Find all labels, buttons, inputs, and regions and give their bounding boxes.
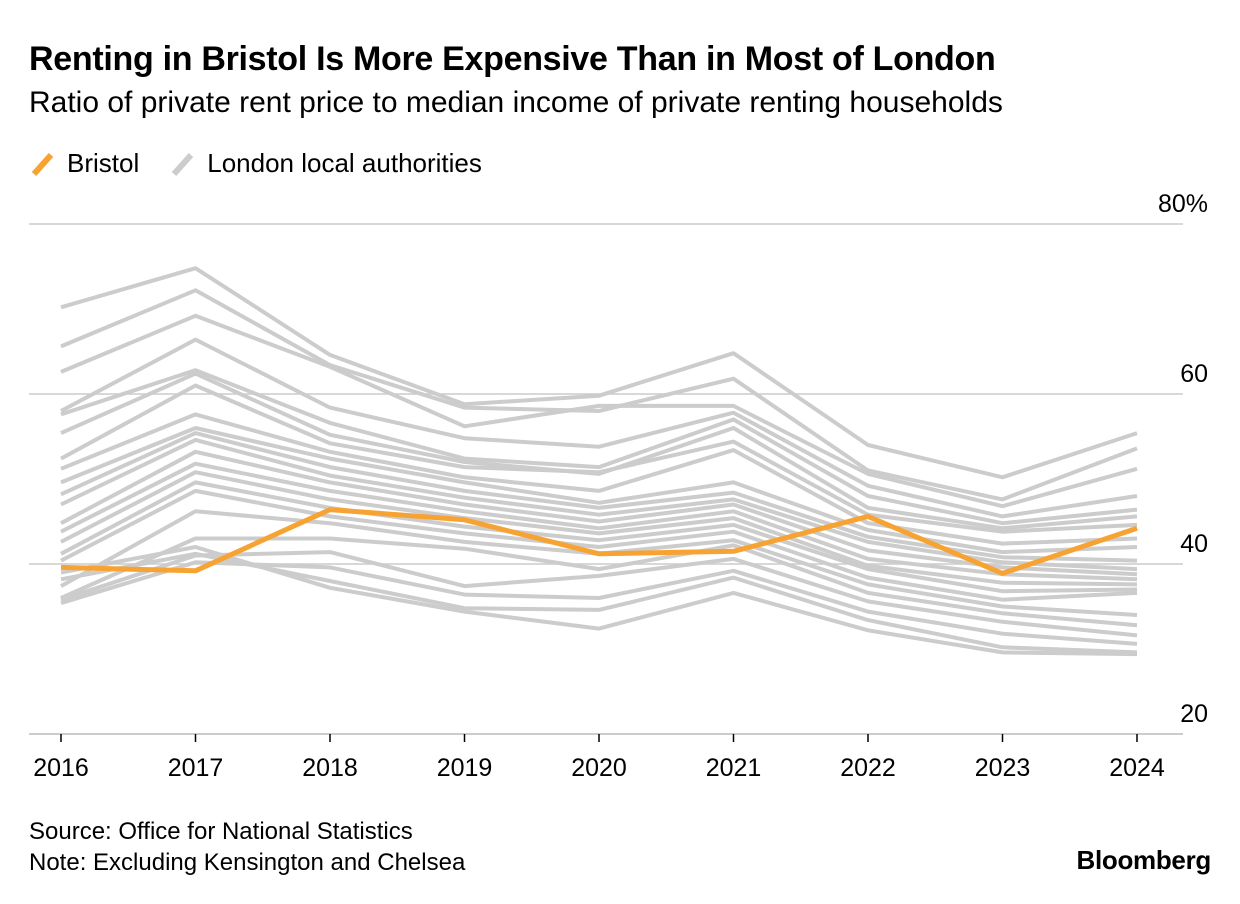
- series-line-london-3: [60, 313, 1138, 509]
- x-tick-label-2024: 2024: [1109, 754, 1165, 782]
- series-line-london-8: [60, 412, 1138, 546]
- series-line-london-5: [60, 368, 1138, 526]
- series-line-london-7: [60, 383, 1138, 534]
- series-line-london-10: [60, 431, 1138, 563]
- source-note: Source: Office for National Statistics: [29, 818, 413, 845]
- y-tick-label-80: 80%: [1158, 190, 1208, 218]
- y-axis-ticks: 20 40 60 80%: [1158, 190, 1208, 728]
- bristol-series-group: [60, 507, 1138, 576]
- x-tick-label-2020: 2020: [571, 754, 627, 782]
- legend-swatch-bristol-icon: [31, 152, 54, 176]
- x-tick-label-2023: 2023: [975, 754, 1031, 782]
- series-line-london-2: [60, 288, 1138, 502]
- y-tick-label-20: 20: [1180, 700, 1208, 728]
- x-tick-label-2018: 2018: [302, 754, 358, 782]
- legend-label-bristol: Bristol: [67, 148, 140, 178]
- x-tick-label-2022: 2022: [840, 754, 896, 782]
- bloomberg-logo: Bloomberg: [1076, 845, 1211, 875]
- exclusion-note: Note: Excluding Kensington and Chelsea: [29, 849, 466, 876]
- series-line-london-19: [60, 550, 1138, 638]
- legend-label-london: London local authorities: [207, 148, 482, 178]
- chart-title: Renting in Bristol Is More Expensive Tha…: [29, 40, 996, 78]
- series-line-london-14: [60, 470, 1138, 587]
- series-line-london-12: [60, 449, 1138, 577]
- series-line-london-21: [60, 551, 1138, 655]
- series-line-london-13: [60, 461, 1138, 582]
- chart-subtitle: Ratio of private rent price to median in…: [29, 86, 1003, 119]
- legend-item-london: London local authorities: [169, 148, 482, 179]
- series-line-london-9: [60, 426, 1138, 555]
- x-tick-label-2017: 2017: [168, 754, 224, 782]
- london-series-group: [60, 266, 1138, 657]
- x-tick-label-2016: 2016: [33, 754, 89, 782]
- series-line-bristol: [60, 507, 1138, 576]
- x-axis: 2016 2017 2018 2019 2020 2021 2022 2023 2024: [29, 733, 1183, 782]
- footer: Source: Office for National Statistics N…: [29, 816, 465, 878]
- x-tick-label-2021: 2021: [706, 754, 762, 782]
- y-tick-label-60: 60: [1180, 360, 1208, 388]
- series-line-london-18: [60, 536, 1138, 628]
- legend-swatch-london-icon: [172, 152, 194, 176]
- legend-item-bristol: Bristol: [29, 148, 139, 179]
- series-line-london-4: [60, 337, 1138, 519]
- series-line-london-1: [60, 266, 1138, 480]
- y-tick-label-40: 40: [1180, 530, 1208, 558]
- series-line-london-15: [60, 480, 1138, 594]
- x-tick-label-2019: 2019: [437, 754, 493, 782]
- series-line-london-22: [60, 545, 1138, 657]
- legend: Bristol London local authorities: [29, 148, 512, 179]
- series-line-london-16: [60, 488, 1138, 602]
